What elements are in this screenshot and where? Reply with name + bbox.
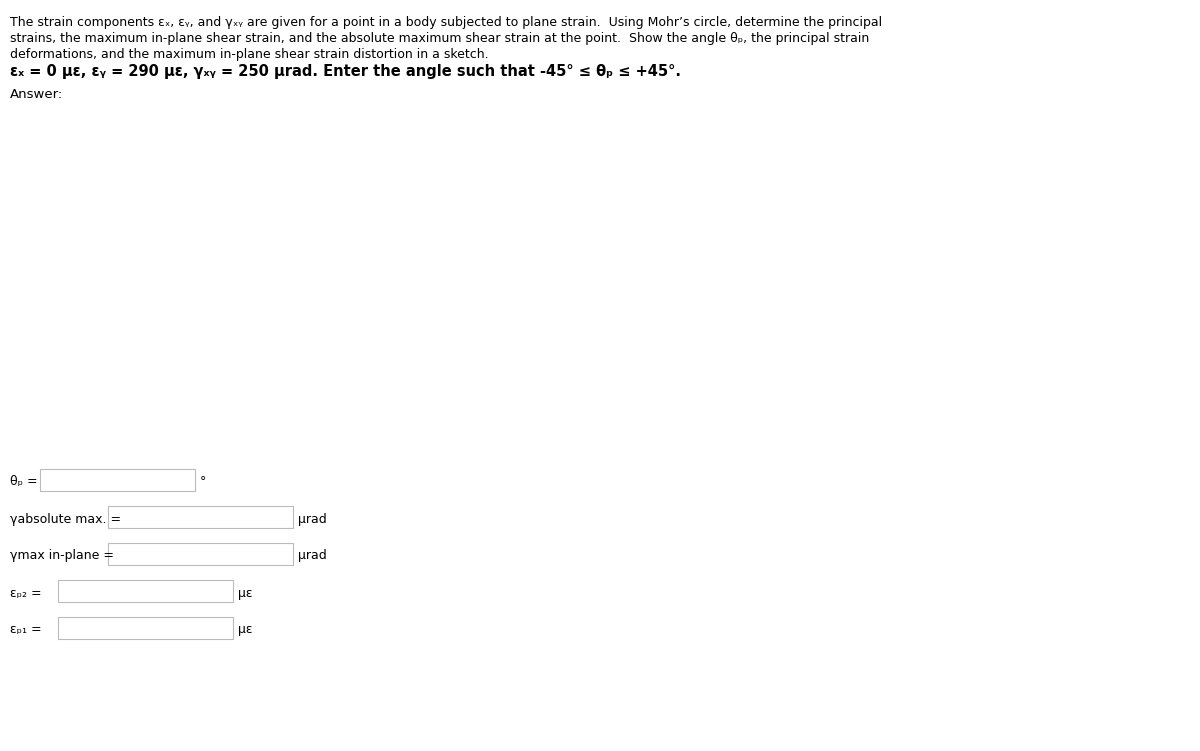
Text: μrad: μrad (298, 512, 326, 526)
Text: °: ° (200, 475, 206, 488)
Text: θₚ =: θₚ = (10, 475, 37, 488)
Text: μrad: μrad (298, 550, 326, 562)
Text: με: με (238, 587, 252, 599)
Text: deformations, and the maximum in-plane shear strain distortion in a sketch.: deformations, and the maximum in-plane s… (10, 48, 488, 61)
Text: Answer:: Answer: (10, 88, 64, 101)
Bar (108, 506, 293, 528)
Text: εₚ₂ =: εₚ₂ = (10, 587, 42, 599)
Text: strains, the maximum in-plane shear strain, and the absolute maximum shear strai: strains, the maximum in-plane shear stra… (10, 32, 869, 45)
Text: γabsolute max. =: γabsolute max. = (10, 512, 121, 526)
Bar (108, 543, 293, 565)
Text: με: με (238, 623, 252, 637)
Text: The strain components εₓ, εᵧ, and γₓᵧ are given for a point in a body subjected : The strain components εₓ, εᵧ, and γₓᵧ ar… (10, 16, 882, 29)
Text: εₓ = 0 με, εᵧ = 290 με, γₓᵧ = 250 μrad. Enter the angle such that -45° ≤ θₚ ≤ +4: εₓ = 0 με, εᵧ = 290 με, γₓᵧ = 250 μrad. … (10, 64, 682, 79)
Text: γmax in-plane =: γmax in-plane = (10, 550, 114, 562)
Bar (58, 580, 233, 602)
Bar (40, 469, 194, 491)
Bar (58, 617, 233, 639)
Text: εₚ₁ =: εₚ₁ = (10, 623, 42, 637)
